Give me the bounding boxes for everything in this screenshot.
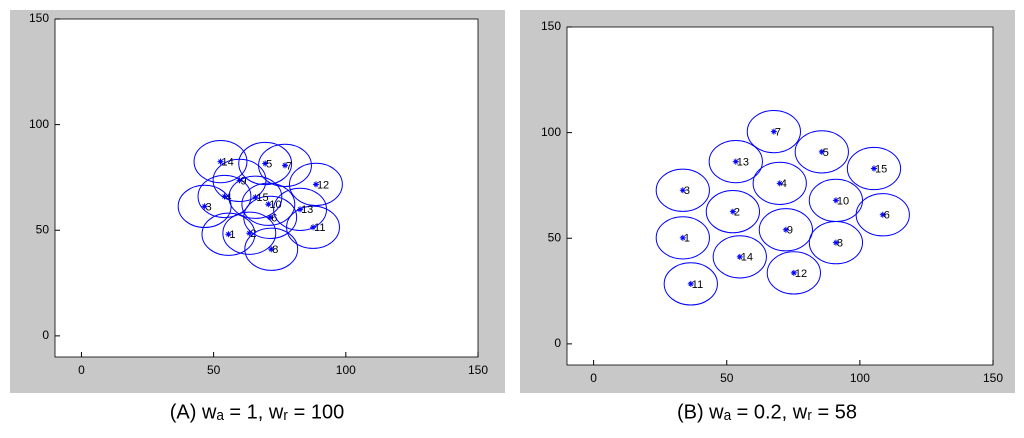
x-tick-label: 100 [336, 363, 356, 377]
point-marker [268, 246, 275, 253]
point-label: 2 [734, 207, 740, 219]
range-circle [746, 109, 802, 154]
point-label: 15 [256, 192, 268, 204]
range-circle [228, 175, 283, 219]
point-marker [265, 201, 272, 208]
range-circle [705, 190, 760, 234]
point-marker [267, 214, 274, 221]
point-label: 13 [737, 156, 749, 168]
point-marker [679, 187, 686, 194]
range-circle [273, 187, 328, 231]
point-label: 13 [301, 204, 313, 216]
point-marker [282, 162, 289, 169]
point-marker [679, 234, 686, 241]
point-marker [782, 226, 789, 233]
caption: (B) wₐ = 0.2, wᵣ = 58 [677, 401, 857, 423]
point-marker [879, 211, 886, 218]
point-label: 5 [823, 147, 829, 159]
point-marker [832, 239, 839, 246]
point-label: 5 [266, 158, 272, 170]
point-marker [729, 208, 736, 215]
range-circle [193, 139, 248, 184]
range-circle [766, 251, 821, 295]
plot-area [54, 18, 479, 358]
point-label: 1 [229, 229, 235, 241]
point-marker [252, 194, 259, 201]
x-tick-label: 150 [468, 363, 488, 377]
range-circle [794, 130, 849, 174]
point-marker [246, 230, 253, 237]
x-tick-label: 50 [720, 371, 734, 385]
range-circle [243, 195, 298, 239]
point-label: 3 [206, 201, 212, 213]
x-tick-label: 0 [78, 363, 85, 377]
point-marker [201, 203, 208, 210]
point-label: 15 [875, 163, 887, 175]
point-marker [687, 280, 694, 287]
range-circle [244, 227, 299, 271]
plot-area [566, 26, 994, 366]
range-circle [708, 139, 763, 184]
y-tick-label: 100 [29, 117, 49, 131]
point-label: 10 [837, 195, 849, 207]
point-label: 4 [781, 178, 787, 190]
point-marker [732, 158, 739, 165]
point-label: 11 [692, 279, 703, 291]
point-label: 8 [272, 244, 278, 256]
point-label: 7 [775, 126, 781, 138]
x-tick-label: 0 [590, 371, 597, 385]
point-label: 1 [684, 233, 690, 245]
point-marker [736, 253, 743, 260]
point-label: 12 [317, 179, 329, 191]
range-circle [712, 235, 767, 279]
y-tick-label: 0 [42, 328, 49, 342]
point-marker [776, 180, 783, 187]
point-label: 14 [741, 252, 753, 264]
y-tick-label: 0 [554, 336, 561, 350]
x-tick-label: 100 [850, 371, 870, 385]
point-label: 9 [787, 225, 793, 237]
range-circle [663, 262, 718, 306]
range-circle [222, 211, 277, 255]
range-circle [752, 161, 807, 205]
caption: (A) wₐ = 1, wᵣ = 100 [170, 401, 345, 423]
point-marker [297, 206, 304, 213]
point-label: 7 [286, 160, 292, 172]
range-circle [758, 208, 813, 252]
point-label: 8 [837, 238, 843, 250]
point-label: 3 [684, 185, 690, 197]
y-tick-label: 50 [548, 230, 562, 244]
point-marker [217, 158, 224, 165]
y-tick-label: 50 [36, 222, 50, 236]
point-marker [870, 165, 877, 172]
y-tick-label: 150 [29, 11, 49, 25]
point-label: 6 [271, 212, 277, 224]
point-label: 6 [884, 210, 890, 222]
range-circle [241, 182, 296, 226]
x-tick-label: 150 [983, 371, 1003, 385]
range-circle [655, 216, 710, 260]
point-label: 14 [221, 157, 233, 169]
point-marker [221, 193, 228, 200]
point-marker [770, 128, 777, 135]
x-tick-label: 50 [207, 363, 221, 377]
range-circle [212, 158, 267, 203]
y-tick-label: 150 [541, 19, 561, 33]
range-circle [289, 162, 343, 207]
range-circle [655, 168, 710, 212]
range-circle [197, 174, 252, 219]
point-marker [832, 197, 839, 204]
range-circle [846, 146, 902, 191]
point-label: 12 [795, 268, 807, 280]
point-marker [225, 231, 232, 238]
point-marker [790, 269, 797, 276]
point-marker [312, 181, 319, 188]
y-tick-label: 100 [541, 125, 561, 139]
point-marker [818, 148, 825, 155]
range-circle [808, 178, 864, 223]
point-label: 9 [241, 175, 247, 187]
point-marker [262, 160, 269, 167]
point-label: 11 [314, 222, 325, 234]
